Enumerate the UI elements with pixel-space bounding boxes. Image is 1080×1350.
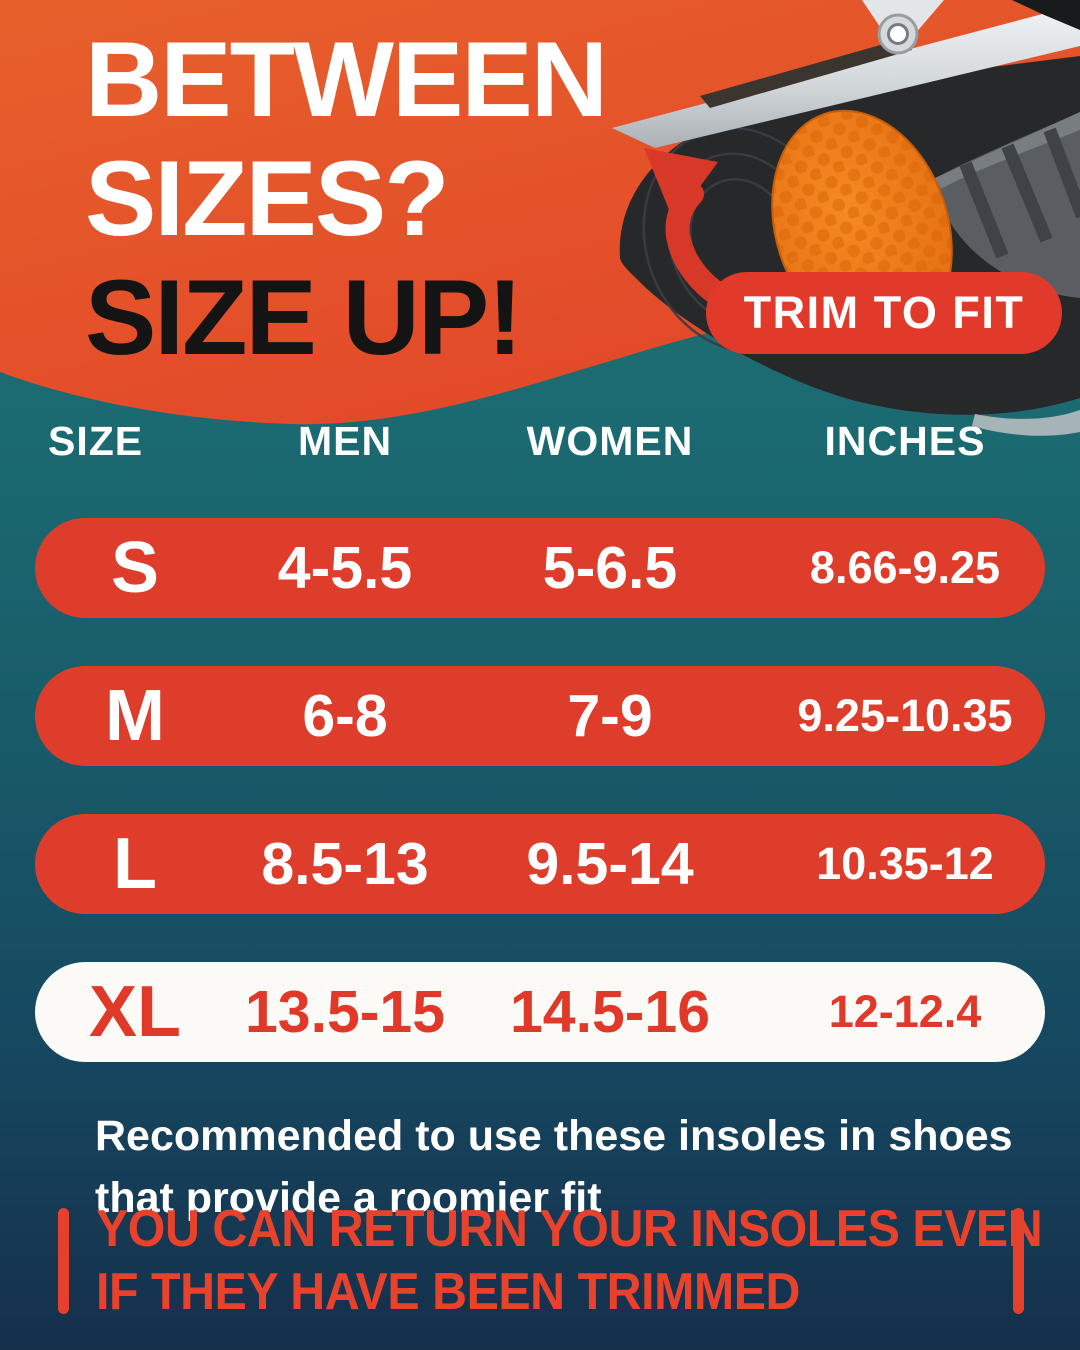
right-accent-bar	[1013, 1208, 1024, 1314]
return-policy-line1: YOU CAN RETURN YOUR INSOLES EVEN	[96, 1200, 1043, 1258]
return-policy-note: YOU CAN RETURN YOUR INSOLES EVEN IF THEY…	[58, 1198, 1043, 1321]
men-value: 6-8	[302, 683, 388, 749]
headline-line3: SIZE UP!	[85, 257, 523, 377]
size-value: L	[113, 824, 157, 904]
header-inches: INCHES	[824, 417, 986, 464]
men-value: 13.5-15	[244, 979, 446, 1045]
inches-value: 12-12.4	[828, 986, 982, 1037]
men-value: 4-5.5	[277, 535, 413, 601]
header-men: MEN	[297, 417, 393, 464]
inches-value: 8.66-9.25	[809, 542, 1001, 593]
trim-to-fit-badge: TRIM TO FIT	[706, 272, 1062, 354]
left-accent-bar	[58, 1208, 69, 1314]
inches-value: 9.25-10.35	[797, 690, 1013, 741]
size-value: XL	[88, 972, 181, 1052]
headline-line2: SIZES?	[85, 138, 450, 258]
women-value: 7-9	[567, 683, 653, 749]
size-table-header: SIZE MEN WOMEN INCHES	[35, 412, 1045, 470]
headline: BETWEEN SIZES? SIZE UP!	[85, 19, 608, 377]
women-value: 5-6.5	[542, 535, 678, 601]
headline-line1: BETWEEN	[85, 19, 608, 139]
size-value: S	[110, 528, 160, 608]
return-policy-line2: IF THEY HAVE BEEN TRIMMED	[96, 1263, 800, 1321]
scissors-icon	[612, 0, 1080, 148]
women-value: 9.5-14	[526, 831, 694, 897]
return-policy-text: YOU CAN RETURN YOUR INSOLES EVEN IF THEY…	[96, 1198, 1043, 1324]
header-size: SIZE	[48, 417, 144, 464]
table-row-s: S 4-5.5 5-6.5 8.66-9.25	[35, 518, 1045, 618]
women-value: 14.5-16	[509, 979, 711, 1045]
table-row-xl: XL 13.5-15 14.5-16 12-12.4	[35, 962, 1045, 1062]
size-table: SIZE MEN WOMEN INCHES S 4-5.5 5-6.5 8.66…	[35, 412, 1045, 1062]
size-value: M	[105, 676, 165, 756]
inches-value: 10.35-12	[816, 838, 994, 889]
table-row-l: L 8.5-13 9.5-14 10.35-12	[35, 814, 1045, 914]
insole-heel	[935, 112, 1080, 298]
header-women: WOMEN	[526, 417, 694, 464]
table-row-m: M 6-8 7-9 9.25-10.35	[35, 666, 1045, 766]
recommendation-note: Recommended to use these insoles in shoe…	[95, 1112, 1013, 1222]
men-value: 8.5-13	[261, 831, 429, 897]
